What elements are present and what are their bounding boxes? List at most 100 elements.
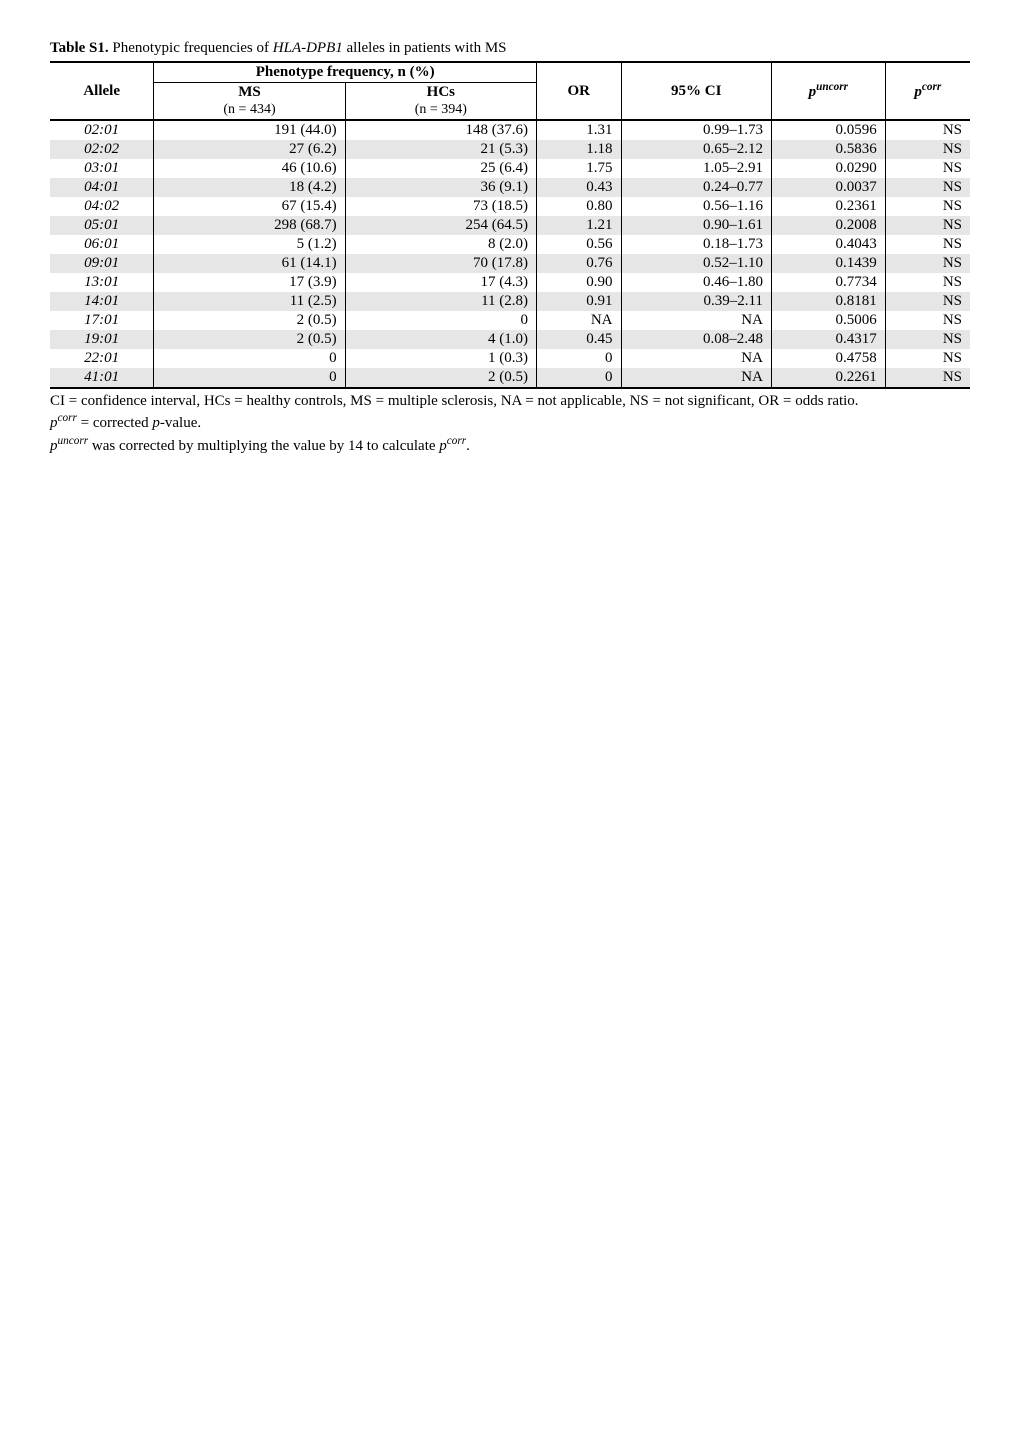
table-caption: Table S1. Phenotypic frequencies of HLA-… — [50, 40, 970, 57]
cell-hcs: 21 (5.3) — [345, 140, 536, 159]
header-phenotype-group: Phenotype frequency, n (%) — [154, 62, 537, 83]
table-row: 02:01191 (44.0)148 (37.6)1.310.99–1.730.… — [50, 120, 970, 140]
cell-puncorr: 0.5006 — [771, 311, 885, 330]
cell-puncorr: 0.4317 — [771, 330, 885, 349]
header-ms: MS (n = 434) — [154, 83, 345, 121]
cell-ci: 0.52–1.10 — [621, 254, 771, 273]
cell-pcorr: NS — [885, 273, 970, 292]
cell-or: 1.75 — [537, 159, 621, 178]
cell-allele: 17:01 — [50, 311, 154, 330]
cell-or: 0 — [537, 349, 621, 368]
cell-puncorr: 0.4043 — [771, 235, 885, 254]
header-ci: 95% CI — [621, 62, 771, 120]
cell-ms: 2 (0.5) — [154, 330, 345, 349]
cell-allele: 02:02 — [50, 140, 154, 159]
header-pcorr: pcorr — [885, 62, 970, 120]
cell-or: 1.21 — [537, 216, 621, 235]
cell-ci: 0.56–1.16 — [621, 197, 771, 216]
table-row: 22:0101 (0.3)0NA0.4758NS — [50, 349, 970, 368]
footnote-line1: CI = confidence interval, HCs = healthy … — [50, 391, 970, 411]
cell-pcorr: NS — [885, 216, 970, 235]
table-row: 04:0118 (4.2)36 (9.1)0.430.24–0.770.0037… — [50, 178, 970, 197]
cell-pcorr: NS — [885, 349, 970, 368]
table-row: 09:0161 (14.1)70 (17.8)0.760.52–1.100.14… — [50, 254, 970, 273]
cell-ms: 298 (68.7) — [154, 216, 345, 235]
cell-ci: NA — [621, 368, 771, 388]
cell-ms: 46 (10.6) — [154, 159, 345, 178]
cell-ci: 0.18–1.73 — [621, 235, 771, 254]
cell-ci: 0.90–1.61 — [621, 216, 771, 235]
cell-puncorr: 0.2361 — [771, 197, 885, 216]
cell-hcs: 17 (4.3) — [345, 273, 536, 292]
cell-pcorr: NS — [885, 330, 970, 349]
cell-puncorr: 0.4758 — [771, 349, 885, 368]
cell-hcs: 11 (2.8) — [345, 292, 536, 311]
cell-allele: 19:01 — [50, 330, 154, 349]
cell-allele: 13:01 — [50, 273, 154, 292]
cell-pcorr: NS — [885, 178, 970, 197]
cell-ci: 0.39–2.11 — [621, 292, 771, 311]
cell-pcorr: NS — [885, 159, 970, 178]
cell-puncorr: 0.5836 — [771, 140, 885, 159]
cell-allele: 06:01 — [50, 235, 154, 254]
footnote-line2: pcorr = corrected p-value. — [50, 411, 970, 433]
cell-ci: 0.24–0.77 — [621, 178, 771, 197]
cell-hcs: 1 (0.3) — [345, 349, 536, 368]
cell-hcs: 70 (17.8) — [345, 254, 536, 273]
cell-ci: 0.99–1.73 — [621, 120, 771, 140]
cell-ci: 0.46–1.80 — [621, 273, 771, 292]
table-row: 04:0267 (15.4)73 (18.5)0.800.56–1.160.23… — [50, 197, 970, 216]
cell-puncorr: 0.1439 — [771, 254, 885, 273]
cell-puncorr: 0.0596 — [771, 120, 885, 140]
cell-or: 0.43 — [537, 178, 621, 197]
cell-pcorr: NS — [885, 292, 970, 311]
caption-text-after: alleles in patients with MS — [343, 40, 507, 56]
table-row: 05:01298 (68.7)254 (64.5)1.210.90–1.610.… — [50, 216, 970, 235]
cell-ci: 0.08–2.48 — [621, 330, 771, 349]
cell-ci: 0.65–2.12 — [621, 140, 771, 159]
table-row: 03:0146 (10.6)25 (6.4)1.751.05–2.910.029… — [50, 159, 970, 178]
caption-label: Table S1. — [50, 40, 109, 56]
cell-allele: 14:01 — [50, 292, 154, 311]
cell-allele: 04:02 — [50, 197, 154, 216]
table-row: 14:0111 (2.5)11 (2.8)0.910.39–2.110.8181… — [50, 292, 970, 311]
table-row: 41:0102 (0.5)0NA0.2261NS — [50, 368, 970, 388]
cell-ms: 17 (3.9) — [154, 273, 345, 292]
caption-text-before: Phenotypic frequencies of — [109, 40, 273, 56]
cell-or: 0.80 — [537, 197, 621, 216]
cell-allele: 41:01 — [50, 368, 154, 388]
cell-puncorr: 0.0290 — [771, 159, 885, 178]
cell-pcorr: NS — [885, 120, 970, 140]
cell-hcs: 2 (0.5) — [345, 368, 536, 388]
cell-allele: 05:01 — [50, 216, 154, 235]
cell-ci: 1.05–2.91 — [621, 159, 771, 178]
cell-or: 0.56 — [537, 235, 621, 254]
table-row: 17:012 (0.5)0NANA0.5006NS — [50, 311, 970, 330]
cell-or: 0.91 — [537, 292, 621, 311]
cell-puncorr: 0.7734 — [771, 273, 885, 292]
cell-ci: NA — [621, 311, 771, 330]
cell-pcorr: NS — [885, 235, 970, 254]
cell-puncorr: 0.8181 — [771, 292, 885, 311]
cell-hcs: 148 (37.6) — [345, 120, 536, 140]
cell-allele: 22:01 — [50, 349, 154, 368]
cell-hcs: 25 (6.4) — [345, 159, 536, 178]
table-body: 02:01191 (44.0)148 (37.6)1.310.99–1.730.… — [50, 120, 970, 388]
cell-hcs: 8 (2.0) — [345, 235, 536, 254]
cell-or: 0.90 — [537, 273, 621, 292]
cell-ms: 191 (44.0) — [154, 120, 345, 140]
table-row: 06:015 (1.2)8 (2.0)0.560.18–1.730.4043NS — [50, 235, 970, 254]
cell-hcs: 254 (64.5) — [345, 216, 536, 235]
footnotes: CI = confidence interval, HCs = healthy … — [50, 391, 970, 456]
cell-or: NA — [537, 311, 621, 330]
cell-allele: 04:01 — [50, 178, 154, 197]
cell-allele: 09:01 — [50, 254, 154, 273]
cell-or: 0.45 — [537, 330, 621, 349]
cell-pcorr: NS — [885, 368, 970, 388]
cell-allele: 02:01 — [50, 120, 154, 140]
cell-pcorr: NS — [885, 140, 970, 159]
cell-ms: 2 (0.5) — [154, 311, 345, 330]
footnote-line3: puncorr was corrected by multiplying the… — [50, 434, 970, 456]
cell-ms: 0 — [154, 368, 345, 388]
table-row: 19:012 (0.5)4 (1.0)0.450.08–2.480.4317NS — [50, 330, 970, 349]
